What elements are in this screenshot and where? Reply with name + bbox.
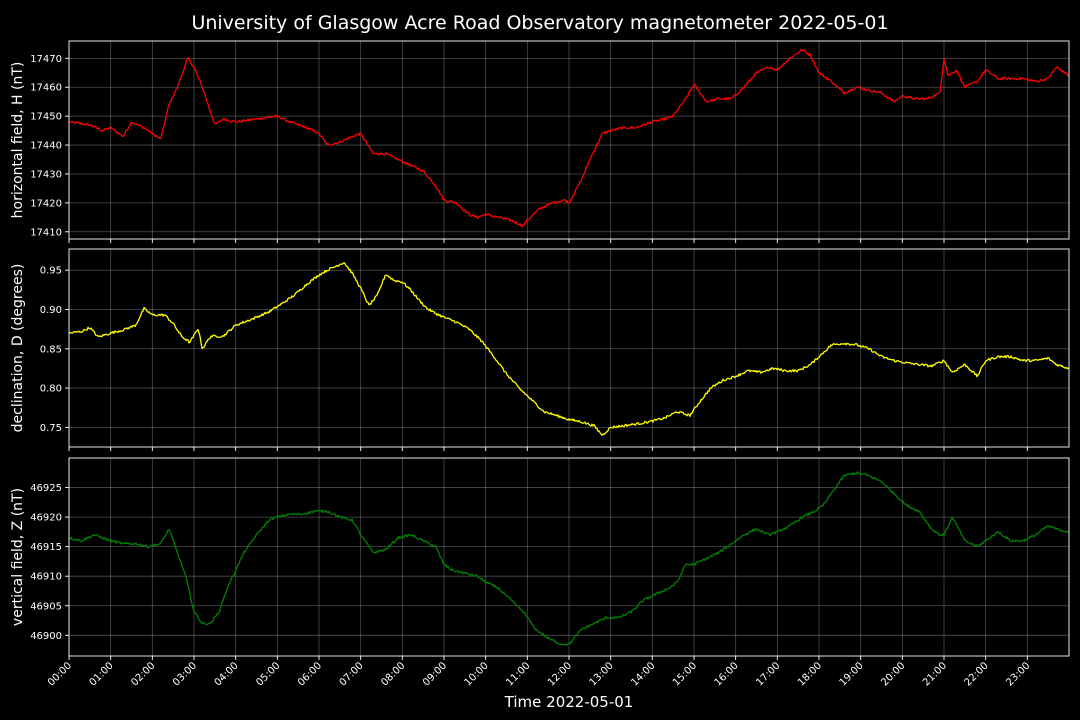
x-tick-label: 03:00 (171, 660, 199, 688)
y-tick-label: 17420 (30, 198, 62, 209)
x-axis-label: Time 2022-05-01 (504, 693, 634, 711)
x-tick-label: 01:00 (88, 660, 116, 688)
x-tick-label: 04:00 (213, 660, 241, 688)
panel-3: 46900 46905 46910 46915 46920 46925 vertical f… (10, 457, 1070, 660)
y-tick-label: 46910 (30, 572, 62, 583)
x-tick-label: 02:00 (129, 660, 157, 688)
y-axis-label: vertical field, Z (nT) (10, 488, 26, 626)
x-tick-label: 14:00 (629, 660, 657, 688)
x-tick-label: 22:00 (963, 660, 991, 688)
x-tick-label: 21:00 (921, 660, 949, 688)
data-series-line (68, 49, 1070, 228)
y-tick-label: 0.95 (40, 266, 62, 277)
x-tick-label: 08:00 (379, 660, 407, 688)
data-series-line (68, 471, 1070, 646)
y-tick-label: 46925 (30, 483, 62, 494)
y-tick-label: 17440 (30, 141, 62, 152)
y-tick-label: 0.85 (40, 344, 62, 355)
y-tick-label: 0.90 (40, 305, 62, 316)
panels: 17410 17420 17430 17440 17450 17460 17470 horiz… (10, 40, 1070, 689)
x-tick-label: 17:00 (754, 660, 782, 688)
x-tick-label: 13:00 (588, 660, 616, 688)
x-tick-label: 20:00 (879, 660, 907, 688)
y-tick-label: 17430 (30, 169, 62, 180)
x-tick-label: 10:00 (463, 660, 491, 688)
y-tick-label: 46900 (30, 631, 62, 642)
x-tick-label: 09:00 (421, 660, 449, 688)
x-tick-label: 00:00 (46, 660, 74, 688)
x-tick-label: 06:00 (296, 660, 324, 688)
y-tick-label: 46905 (30, 601, 62, 612)
chart-title: University of Glasgow Acre Road Observat… (191, 12, 888, 34)
y-tick-label: 0.75 (40, 423, 62, 434)
x-tick-label: 19:00 (838, 660, 866, 688)
data-series-line (68, 261, 1070, 436)
x-tick-label: 16:00 (713, 660, 741, 688)
y-tick-label: 0.80 (40, 384, 62, 395)
y-tick-label: 17410 (30, 227, 62, 238)
y-tick-label: 17470 (30, 54, 62, 65)
y-tick-label: 17450 (30, 112, 62, 123)
y-tick-label: 17460 (30, 83, 62, 94)
y-axis-label: horizontal field, H (nT) (10, 62, 26, 219)
x-tick-label: 11:00 (504, 660, 532, 688)
x-tick-label: 15:00 (671, 660, 699, 688)
x-tick-label: 18:00 (796, 660, 824, 688)
x-tick-label: 23:00 (1004, 660, 1032, 688)
y-tick-label: 46920 (30, 513, 62, 524)
panel-1: 17410 17420 17430 17440 17450 17460 17470 horiz… (10, 40, 1070, 243)
y-tick-label: 46915 (30, 542, 62, 553)
x-tick-label: 05:00 (254, 660, 282, 688)
x-tick-label: 12:00 (546, 660, 574, 688)
x-tick-label: 07:00 (338, 660, 366, 688)
panel-2: 0.75 0.80 0.85 0.90 0.95 declination, D (degr… (10, 248, 1070, 451)
y-axis-label: declination, D (degrees) (10, 264, 26, 433)
